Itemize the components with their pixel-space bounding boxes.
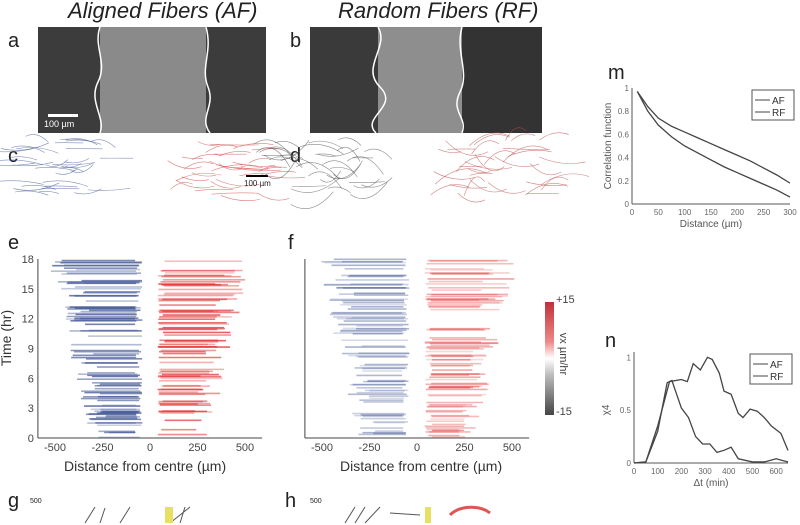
x-tick-label: 300 [698,467,712,476]
x-axis-label: Δt (min) [693,478,728,489]
x-tick-label: 500 [746,467,760,476]
y-tick-label: 0 [627,459,632,468]
y-axis-label: χ4 [601,404,612,415]
y-tick-label: 0.4 [618,154,630,163]
y-tick-label: 0.8 [618,107,630,116]
y-tick-label: 0.2 [618,177,630,186]
x-tick-label: 100 [678,208,692,217]
x-tick-label: 300 [783,208,797,217]
legend-label: RF [772,108,785,119]
x-tick-label: 400 [722,467,736,476]
trajectory-g-partial [80,505,280,525]
y-tick-label: 1 [625,84,630,93]
y-tick-label: 0 [625,200,630,209]
x-axis-label: Distance (µm) [680,219,742,230]
y-tick-label: 0.6 [618,130,630,139]
x-tick-label: 50 [654,208,663,217]
y-axis-label: Correlation function [603,103,614,190]
y-tick-label: 1 [627,353,632,362]
legend-label: RF [770,372,783,383]
x-tick-label: 250 [757,208,771,217]
x-tick-label: 200 [731,208,745,217]
g-ytick: 500 [30,498,42,505]
x-tick-label: 0 [632,467,637,476]
y-tick-label: 0.5 [620,406,632,415]
x-tick-label: 150 [704,208,718,217]
x-tick-label: 100 [651,467,665,476]
x-tick-label: 0 [630,208,635,217]
h-ytick: 500 [310,498,322,505]
legend-label: AF [772,96,785,107]
series-line-rf [634,381,788,463]
x-tick-label: 200 [675,467,689,476]
legend-label: AF [770,360,783,371]
trajectory-h-partial [340,505,540,525]
x-tick-label: 600 [769,467,783,476]
